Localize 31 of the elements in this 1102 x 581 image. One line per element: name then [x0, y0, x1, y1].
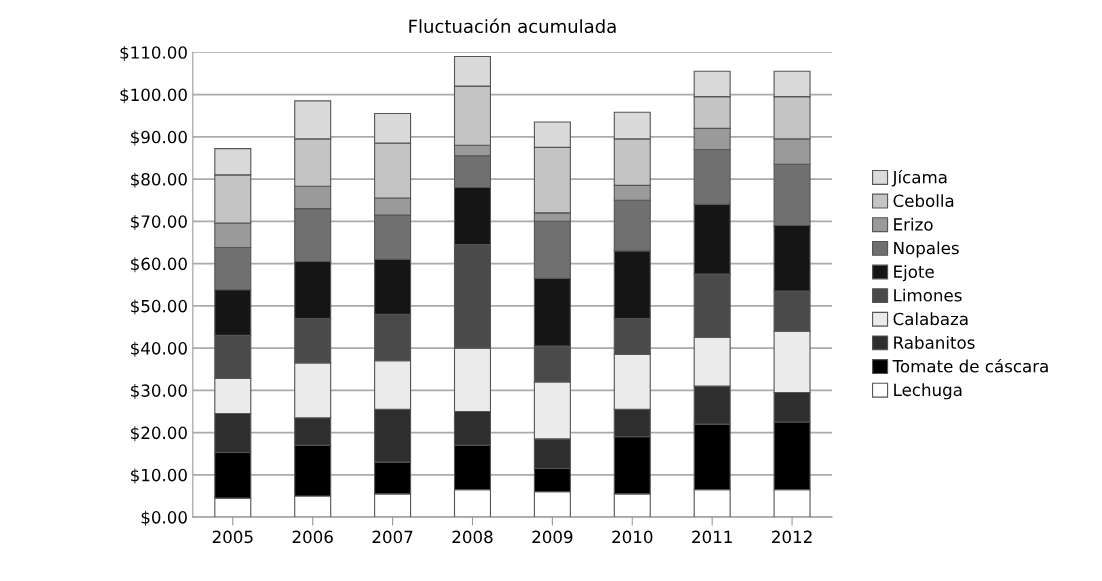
- x-tick-label: 2008: [452, 530, 493, 544]
- legend-label: Jícama: [891, 169, 947, 187]
- legend-label: Nopales: [894, 241, 959, 258]
- y-tick-label: $50.00: [131, 299, 187, 315]
- y-tick-label: $100.00: [120, 88, 187, 104]
- y-tick-label: $90.00: [131, 130, 187, 146]
- legend-label: Calabaza: [893, 312, 968, 326]
- x-tick-label: 2006: [292, 530, 333, 544]
- y-tick-label: $10.00: [131, 468, 187, 484]
- y-tick-label: $20.00: [131, 426, 187, 442]
- y-tick-label: $60.00: [131, 257, 187, 273]
- legend-label: Tomate de cáscara: [892, 358, 1048, 373]
- legend-label: Cebolla: [893, 194, 954, 208]
- legend-label: Ejote: [894, 265, 934, 282]
- y-tick-label: $80.00: [131, 172, 187, 188]
- y-tick-label: $70.00: [131, 214, 187, 231]
- legend-label: Rabanitos: [894, 335, 975, 349]
- legend-label: Erizo: [894, 217, 933, 231]
- y-tick-label: $30.00: [131, 383, 187, 400]
- y-tick-label: $40.00: [131, 341, 187, 357]
- chart-title: Fluctuación acumulada: [409, 18, 616, 34]
- y-tick-label: $110.00: [120, 45, 187, 62]
- x-tick-label: 2007: [372, 530, 413, 544]
- y-tick-label: $0.00: [141, 510, 187, 526]
- x-tick-label: 2012: [772, 530, 812, 544]
- x-tick-label: 2011: [692, 530, 732, 544]
- legend-label: Lechuga: [894, 383, 962, 400]
- x-tick-label: 2005: [212, 530, 253, 544]
- x-tick-label: 2010: [612, 530, 653, 544]
- x-tick-label: 2009: [532, 530, 573, 544]
- legend-label: Limones: [894, 288, 962, 302]
